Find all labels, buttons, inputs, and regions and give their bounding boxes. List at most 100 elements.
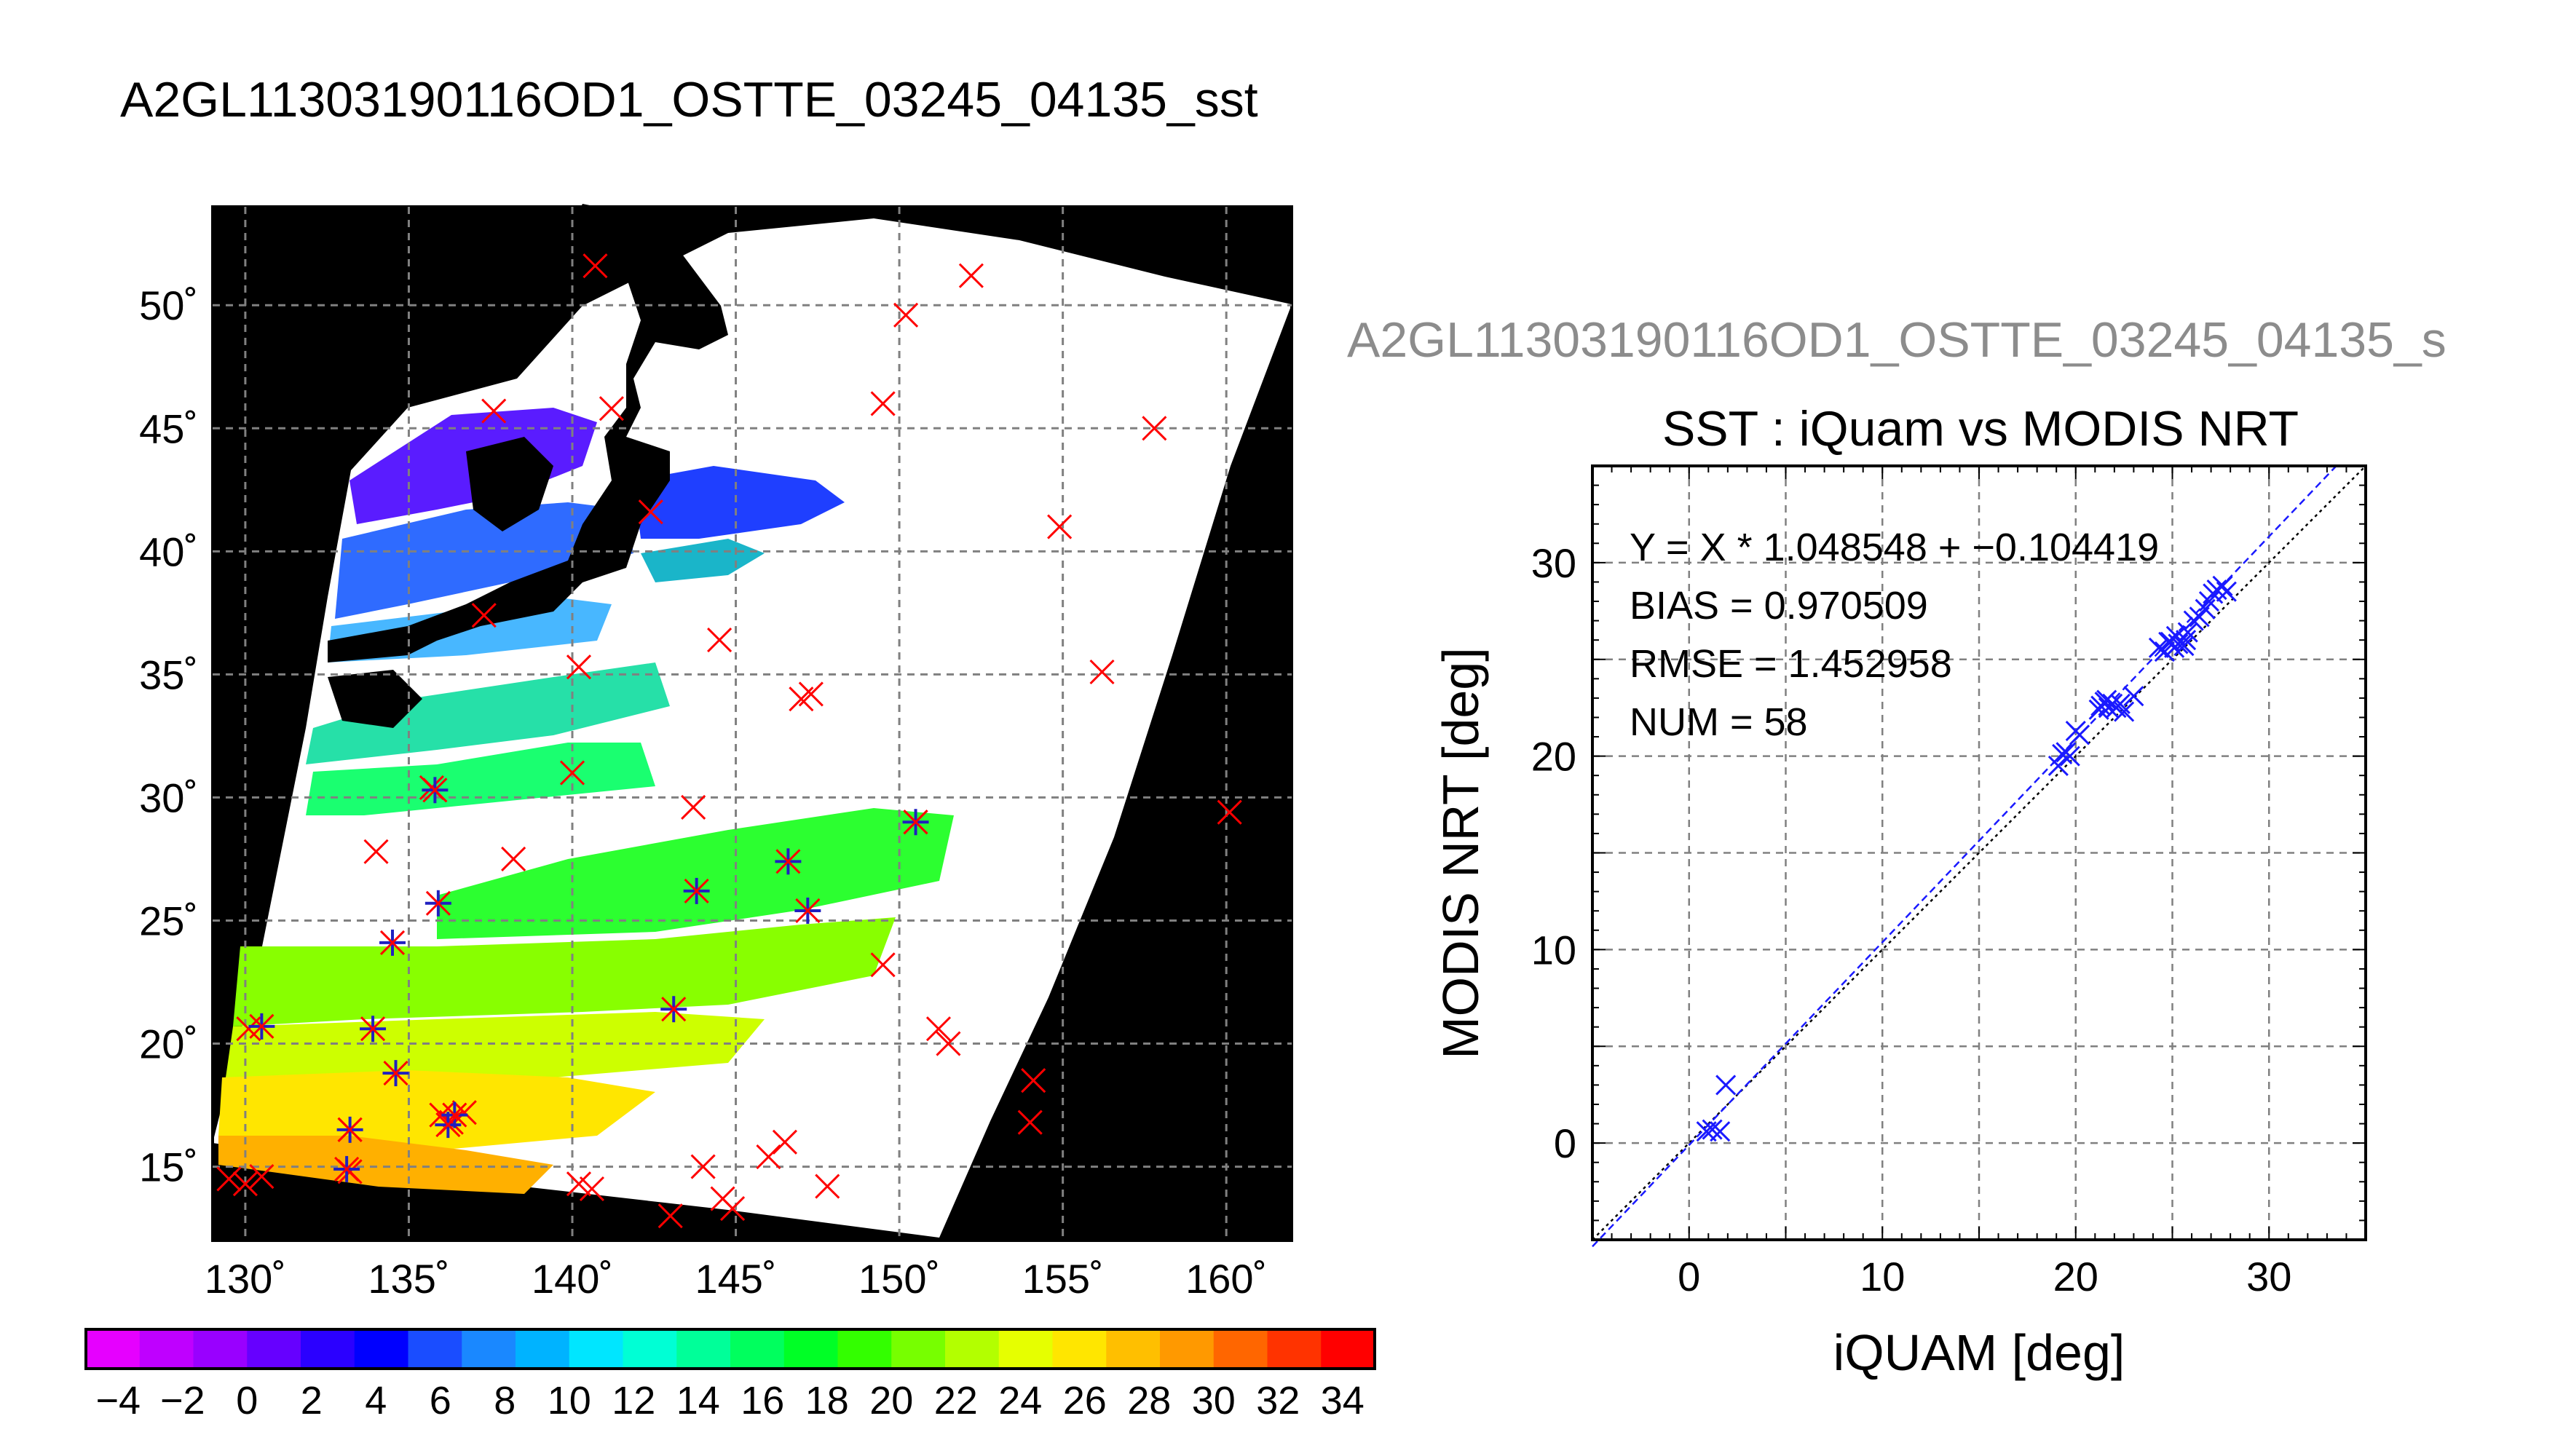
map-marker-cross bbox=[471, 603, 497, 628]
scatter-annotation-bias: BIAS = 0.970509 bbox=[1630, 584, 1928, 628]
map-lon-tick: 130˚ bbox=[205, 1256, 286, 1302]
scatter-tick-labels: 0 0 10 10 20 20 30 30 bbox=[1531, 540, 2292, 1299]
scatter-point bbox=[1702, 1119, 1723, 1140]
land-japan bbox=[328, 204, 728, 662]
map-marker-star bbox=[660, 996, 687, 1023]
scatter-point bbox=[2114, 701, 2135, 722]
scatter-annotation-rmse: RMSE = 1.452958 bbox=[1630, 642, 1952, 686]
scatter-panel-title: A2GL11303190116OD1_OSTTE_03245_04135_s bbox=[1347, 312, 2447, 368]
scatter-title: SST : iQuam vs MODIS NRT bbox=[1662, 401, 2299, 456]
colorbar-tick: 16 bbox=[741, 1379, 784, 1423]
colorbar-tick: 28 bbox=[1127, 1379, 1171, 1423]
scatter-fit-lines bbox=[1592, 465, 2366, 1248]
map-lat-tick: 30˚ bbox=[139, 775, 198, 820]
map-marker-cross bbox=[216, 1166, 242, 1192]
colorbar-cell bbox=[408, 1329, 463, 1369]
map-marker-cross bbox=[925, 1016, 952, 1042]
colorbar-tick: 20 bbox=[869, 1379, 913, 1423]
map-marker-star bbox=[333, 1155, 360, 1182]
colorbar-cell bbox=[354, 1329, 409, 1369]
scatter-point bbox=[2123, 686, 2144, 707]
colorbar-cell bbox=[1160, 1329, 1215, 1369]
map-marker-star bbox=[775, 848, 802, 875]
colorbar-cell bbox=[998, 1329, 1054, 1369]
map-marker-cross bbox=[870, 391, 896, 416]
colorbar-tick-labels: −4 −2 0 2 4 6 8 10 12 14 16 18 20 22 24 26 28 30 32 34 bbox=[95, 1379, 1364, 1423]
colorbar-tick: 4 bbox=[365, 1379, 387, 1423]
colorbar-cell bbox=[1321, 1329, 1375, 1369]
scatter-y-tick: 10 bbox=[1531, 927, 1576, 973]
colorbar-cell bbox=[1052, 1329, 1107, 1369]
map-marker-star bbox=[422, 777, 449, 804]
map-marker-cross bbox=[1021, 1068, 1046, 1093]
map-marker-cross bbox=[681, 794, 706, 820]
colorbar-tick: −4 bbox=[95, 1379, 141, 1423]
map-marker-star bbox=[248, 1013, 275, 1040]
map-marker-cross bbox=[1017, 1109, 1043, 1135]
map-lat-tick: 45˚ bbox=[139, 405, 198, 451]
map-lon-tick: 135˚ bbox=[368, 1256, 449, 1302]
sst-band-green-mid bbox=[437, 808, 954, 939]
scatter-y-tick: 0 bbox=[1554, 1120, 1576, 1166]
sst-band-orange bbox=[218, 1136, 553, 1194]
scatter-y-tick: 30 bbox=[1531, 540, 1576, 586]
scatter-annotation-equation: Y = X * 1.048548 + −0.104419 bbox=[1630, 526, 2159, 569]
scatter-point bbox=[1710, 1121, 1731, 1142]
map-marker-cross bbox=[870, 952, 896, 978]
scatter-point bbox=[2059, 745, 2080, 767]
map-lat-tick: 15˚ bbox=[139, 1144, 198, 1190]
map-marker-cross bbox=[710, 1186, 735, 1211]
map-marker-cross bbox=[566, 1171, 592, 1197]
map-marker-cross bbox=[756, 1144, 781, 1170]
scatter-point bbox=[2176, 630, 2197, 651]
map-lon-tick: 150˚ bbox=[858, 1256, 940, 1302]
scatter-x-tick: 20 bbox=[2053, 1254, 2098, 1299]
scatter-one-to-one-line bbox=[1592, 465, 2366, 1241]
scatter-point bbox=[2212, 575, 2233, 596]
map-marker-star bbox=[336, 1116, 363, 1143]
sst-band-cyan bbox=[306, 662, 670, 764]
colorbar-tick: 30 bbox=[1192, 1379, 1236, 1423]
page-title: A2GL11303190116OD1_OSTTE_03245_04135_sst bbox=[120, 72, 1258, 127]
map-marker-cross bbox=[936, 1031, 961, 1056]
map-frame bbox=[211, 205, 1293, 1242]
land-kyushu bbox=[328, 670, 422, 728]
colorbar-cell bbox=[301, 1329, 355, 1369]
map-marker-cross bbox=[1089, 659, 1115, 685]
colorbar-tick: −2 bbox=[160, 1379, 205, 1423]
colorbar-cell bbox=[623, 1329, 678, 1369]
map-marker-cross bbox=[599, 396, 624, 422]
land-korea bbox=[466, 437, 553, 531]
scatter-grid bbox=[1592, 465, 2366, 1241]
scatter-point bbox=[2088, 699, 2109, 720]
colorbar-tick: 24 bbox=[998, 1379, 1042, 1423]
sst-band-teal-east bbox=[641, 539, 765, 582]
colorbar-cell bbox=[86, 1329, 141, 1369]
scatter-fit-line bbox=[1592, 465, 2337, 1248]
map-marker-cross bbox=[638, 499, 663, 525]
map-marker-cross bbox=[559, 760, 585, 786]
sst-band-lime bbox=[233, 917, 896, 1026]
colorbar-cell bbox=[193, 1329, 248, 1369]
map-marker-cross bbox=[815, 1174, 840, 1199]
map-lat-tick: 50˚ bbox=[139, 282, 198, 328]
map-marker-cross bbox=[566, 654, 592, 680]
colorbar-tick: 26 bbox=[1063, 1379, 1107, 1423]
map-lon-tick: 160˚ bbox=[1185, 1256, 1267, 1302]
colorbar-cell bbox=[516, 1329, 570, 1369]
colorbar-tick: 22 bbox=[934, 1379, 978, 1423]
scatter-x-tick: 10 bbox=[1860, 1254, 1905, 1299]
map-lat-tick: 40˚ bbox=[139, 529, 198, 574]
map-marker-cross bbox=[690, 1154, 716, 1179]
map-marker-cross bbox=[1142, 416, 1167, 441]
colorbar-cell bbox=[730, 1329, 785, 1369]
map-marker-cross bbox=[893, 302, 919, 328]
scatter-point bbox=[2173, 636, 2195, 657]
map-marker-cross bbox=[249, 1164, 275, 1190]
colorbar-cell bbox=[891, 1329, 946, 1369]
map-lon-tick: 140˚ bbox=[532, 1256, 613, 1302]
colorbar-tick: 34 bbox=[1321, 1379, 1365, 1423]
map-marker-star bbox=[435, 1112, 462, 1139]
